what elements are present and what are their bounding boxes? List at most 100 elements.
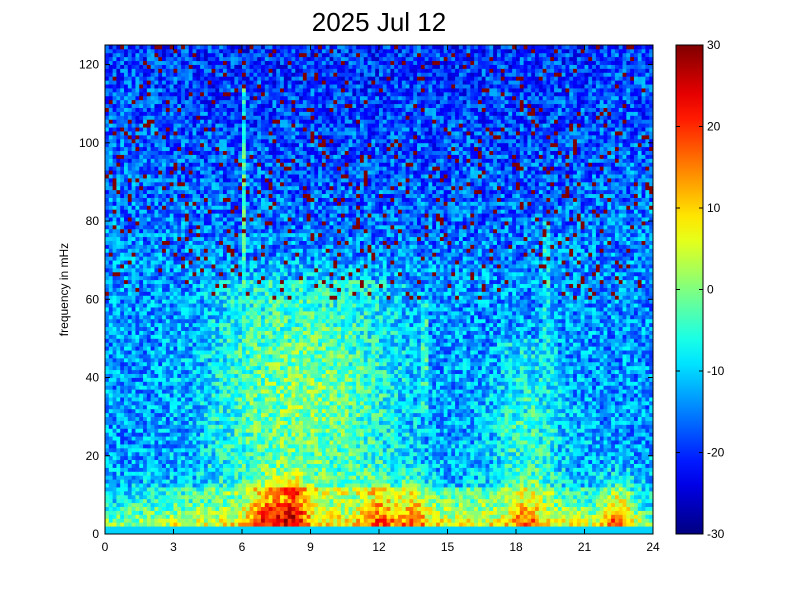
heatmap-cell: [108, 174, 114, 179]
heatmap-cell: [249, 487, 254, 492]
heatmap-cell: [143, 205, 148, 210]
heatmap-cell: [203, 483, 209, 488]
heatmap-cell: [127, 412, 133, 418]
heatmap-cell: [124, 119, 129, 124]
heatmap-cell: [108, 397, 114, 402]
heatmap-cell: [158, 240, 163, 245]
heatmap-cell: [165, 389, 171, 394]
heatmap-cell: [108, 408, 114, 414]
heatmap-cell: [230, 221, 235, 226]
heatmap-cell: [188, 514, 193, 519]
heatmap-cell: [222, 471, 228, 476]
heatmap-cell: [116, 357, 121, 363]
heatmap-cell: [169, 416, 174, 421]
heatmap-cell: [215, 88, 220, 93]
heatmap-cell: [207, 107, 212, 112]
heatmap-cell: [108, 361, 114, 367]
heatmap-cell: [120, 127, 125, 132]
heatmap-cell: [127, 260, 133, 265]
heatmap-cell: [120, 158, 125, 163]
heatmap-cell: [196, 522, 201, 527]
heatmap-cell: [108, 232, 114, 238]
heatmap-cell: [139, 307, 144, 312]
heatmap-cell: [200, 467, 205, 472]
heatmap-cell: [184, 510, 190, 515]
heatmap-cell: [196, 314, 201, 320]
heatmap-cell: [245, 307, 251, 312]
heatmap-cell: [120, 236, 125, 241]
heatmap-cell: [124, 111, 129, 116]
heatmap-cell: [116, 119, 121, 124]
heatmap-cell: [234, 490, 239, 496]
heatmap-cell: [230, 224, 235, 230]
heatmap-cell: [124, 287, 129, 292]
heatmap-cell: [116, 95, 121, 101]
heatmap-cell: [116, 221, 121, 226]
heatmap-cell: [150, 193, 155, 198]
heatmap-cell: [188, 455, 193, 461]
heatmap-cell: [226, 91, 231, 97]
heatmap-cell: [181, 111, 186, 116]
heatmap-cell: [184, 64, 190, 69]
heatmap-cell: [112, 322, 117, 328]
heatmap-cell: [124, 91, 129, 97]
heatmap-cell: [143, 463, 148, 468]
heatmap-cell: [162, 193, 167, 198]
heatmap-cell: [188, 357, 193, 363]
heatmap-cell: [154, 506, 159, 511]
heatmap-cell: [242, 334, 247, 339]
heatmap-cell: [105, 440, 110, 445]
heatmap-cell: [215, 463, 220, 468]
heatmap-cell: [222, 369, 228, 375]
heatmap-cell: [181, 518, 186, 523]
heatmap-cell: [245, 185, 251, 191]
heatmap-cell: [173, 514, 178, 519]
heatmap-cell: [120, 510, 125, 515]
heatmap-cell: [108, 275, 114, 281]
heatmap-cell: [192, 64, 197, 69]
heatmap-cell: [242, 389, 247, 394]
heatmap-cell: [222, 252, 228, 257]
heatmap-cell: [150, 224, 155, 230]
heatmap-cell: [143, 373, 148, 378]
heatmap-cell: [234, 91, 239, 97]
heatmap-cell: [192, 76, 197, 81]
heatmap-cell: [143, 99, 148, 105]
heatmap-cell: [139, 154, 144, 159]
heatmap-cell: [150, 189, 155, 195]
heatmap-cell: [234, 518, 239, 523]
heatmap-cell: [211, 103, 216, 108]
heatmap-cell: [173, 174, 178, 179]
heatmap-cell: [181, 146, 186, 152]
heatmap-cell: [230, 84, 235, 89]
heatmap-cell: [108, 322, 114, 328]
heatmap-cell: [188, 400, 193, 406]
heatmap-cell: [135, 412, 140, 418]
heatmap-cell: [127, 252, 133, 257]
heatmap-cell: [226, 483, 231, 488]
heatmap-cell: [120, 451, 125, 457]
heatmap-cell: [196, 111, 201, 116]
heatmap-cell: [242, 178, 247, 183]
heatmap-cell: [112, 287, 117, 292]
heatmap-cell: [124, 299, 129, 304]
heatmap-cell: [181, 365, 186, 371]
heatmap-cell: [139, 252, 144, 257]
heatmap-cell: [116, 408, 121, 414]
heatmap-cell: [105, 248, 110, 253]
heatmap-cell: [242, 60, 247, 65]
heatmap-cell: [238, 330, 243, 335]
heatmap-cell: [124, 502, 129, 508]
heatmap-cell: [245, 377, 251, 382]
heatmap-cell: [196, 397, 201, 402]
heatmap-cell: [249, 142, 254, 148]
heatmap-cell: [108, 420, 114, 425]
heatmap-cell: [230, 299, 235, 304]
heatmap-cell: [150, 397, 155, 402]
heatmap-cell: [215, 522, 220, 527]
heatmap-cell: [181, 502, 186, 508]
heatmap-cell: [165, 506, 171, 511]
heatmap-cell: [184, 213, 190, 218]
heatmap-cell: [230, 60, 235, 65]
heatmap-cell: [146, 444, 152, 449]
